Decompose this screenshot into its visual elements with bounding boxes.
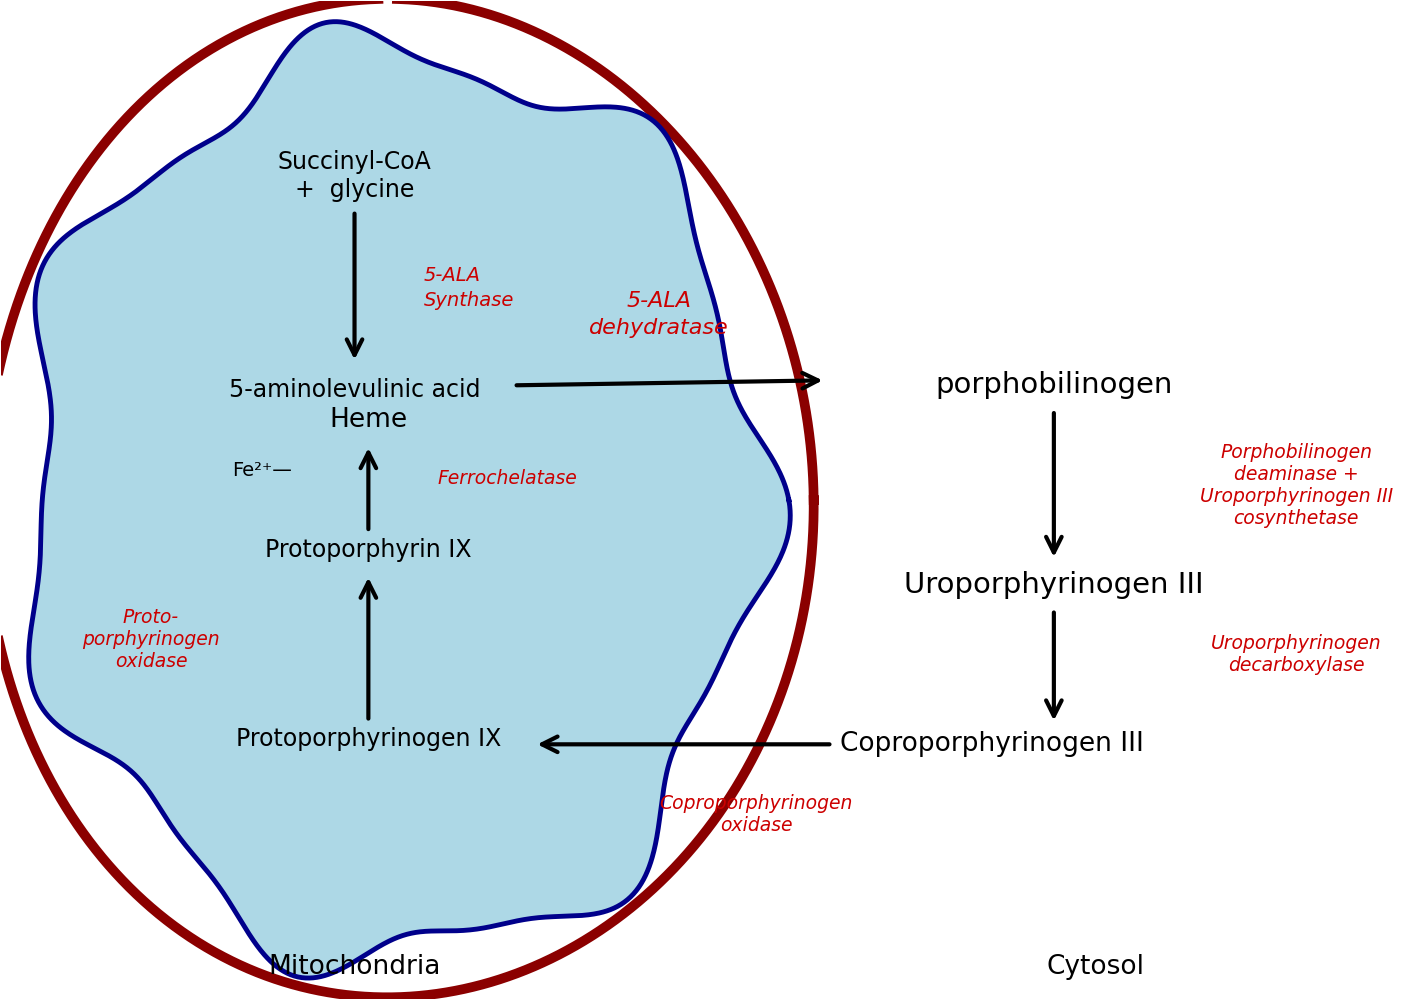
Text: Cytosol: Cytosol: [1047, 954, 1145, 980]
Text: Synthase: Synthase: [424, 291, 514, 310]
Polygon shape: [0, 0, 814, 997]
Text: Uroporphyrinogen III: Uroporphyrinogen III: [904, 571, 1204, 599]
Text: Coproporphyrinogen
oxidase: Coproporphyrinogen oxidase: [660, 794, 853, 835]
Text: Succinyl-CoA
+  glycine: Succinyl-CoA + glycine: [277, 150, 431, 202]
Polygon shape: [28, 22, 790, 978]
Text: Heme: Heme: [329, 407, 407, 433]
Text: Uroporphyrinogen
decarboxylase: Uroporphyrinogen decarboxylase: [1211, 634, 1382, 675]
Text: 5-ALA: 5-ALA: [627, 291, 692, 311]
Text: Protoporphyrinogen IX: Protoporphyrinogen IX: [236, 727, 502, 751]
Text: Coproporphyrinogen III: Coproporphyrinogen III: [839, 731, 1143, 757]
Text: porphobilinogen: porphobilinogen: [935, 371, 1173, 399]
Text: Protoporphyrin IX: Protoporphyrin IX: [266, 538, 472, 562]
Text: 5-ALA: 5-ALA: [424, 266, 480, 285]
Text: Mitochondria: Mitochondria: [268, 954, 441, 980]
Text: Fe²⁺—: Fe²⁺—: [232, 461, 292, 480]
Text: Ferrochelatase: Ferrochelatase: [438, 469, 578, 488]
Text: Porphobilinogen
deaminase +
Uroporphyrinogen III
cosynthetase: Porphobilinogen deaminase + Uroporphyrin…: [1200, 443, 1393, 528]
Text: dehydratase: dehydratase: [589, 318, 729, 338]
Text: 5-aminolevulinic acid: 5-aminolevulinic acid: [229, 378, 480, 402]
Text: Proto-
porphyrinogen
oxidase: Proto- porphyrinogen oxidase: [82, 608, 220, 671]
